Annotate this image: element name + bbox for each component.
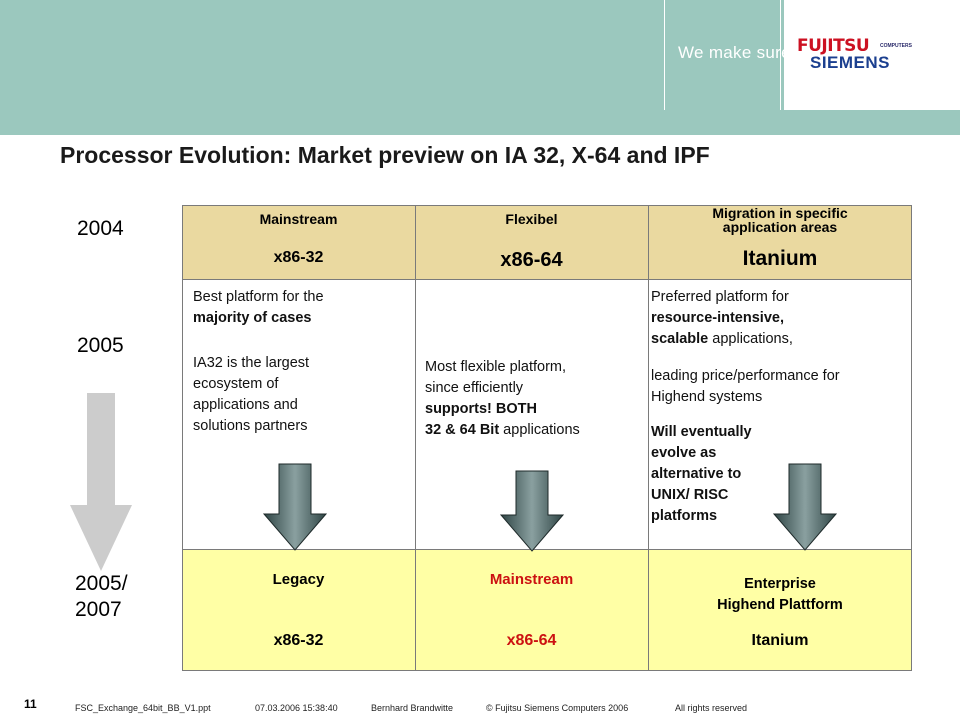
- col3-details-line: leading price/performance for: [651, 368, 840, 384]
- year-2005: 2005: [77, 334, 124, 357]
- logo-fujitsu-text: FUJITSU: [797, 36, 870, 56]
- col3-details-line: UNIX/ RISC: [651, 487, 729, 503]
- col3-details-line: scalable applications,: [651, 329, 909, 350]
- col1-details-p1: Best platform for the majority of cases: [193, 287, 408, 329]
- col1-product: x86-32: [273, 249, 324, 266]
- col2-details-line: since efficiently: [425, 380, 524, 396]
- logo-siemens-text: SIEMENS: [810, 53, 891, 72]
- down-arrow-icon: [772, 463, 838, 551]
- footer-rights: All rights reserved: [675, 703, 748, 713]
- footer-datetime: 07.03.2006 15:38:40: [255, 703, 338, 713]
- col3-details-p1: Preferred platform for resource-intensiv…: [651, 287, 909, 350]
- year-2004: 2004: [77, 217, 124, 240]
- col3-details-line: alternative to: [651, 466, 742, 482]
- column-divider: [415, 205, 416, 671]
- footer-copyright: © Fujitsu Siemens Computers 2006: [486, 703, 629, 713]
- page-number: 11: [24, 697, 37, 711]
- table-bottom-row: [182, 549, 912, 671]
- col3-details-bold: scalable: [651, 331, 709, 347]
- col2-details-line: supports! BOTH: [425, 401, 537, 417]
- company-logo: FUJITSU COMPUTERS SIEMENS: [784, 0, 960, 110]
- row-divider: [182, 549, 912, 550]
- year-2005-2007-line1: 2005/: [75, 572, 128, 595]
- header-band: We make sure FUJITSU COMPUTERS SIEMENS: [0, 0, 960, 135]
- col2-details-line: Most flexible platform,: [425, 359, 567, 375]
- col3-category: Migration in specific application areas: [648, 206, 912, 234]
- row-divider: [182, 279, 912, 280]
- col2-future-category: Mainstream: [489, 571, 574, 588]
- col3-details-line: Preferred platform for: [651, 289, 789, 305]
- col1-details-p2: IA32 is the largest ecosystem of applica…: [193, 353, 408, 437]
- col3-category-line2: application areas: [722, 219, 838, 235]
- col1-details-line: applications and: [193, 397, 298, 413]
- down-arrow-icon: [70, 393, 132, 571]
- col3-product: Itanium: [742, 247, 818, 270]
- col3-details-line: platforms: [651, 508, 718, 524]
- down-arrow-icon: [262, 463, 328, 551]
- col3-future-product: Itanium: [751, 632, 809, 649]
- logo-computers-text: COMPUTERS: [880, 43, 912, 49]
- year-2005-2007: 2005/ 2007: [75, 571, 128, 623]
- col3-future-category: Enterprise Highend Plattform: [648, 574, 912, 616]
- col1-details-line: Best platform for the: [193, 289, 324, 305]
- col3-details-line: resource-intensive,: [651, 310, 784, 326]
- column-divider: [648, 205, 649, 671]
- table-top-row: [182, 205, 912, 279]
- col2-future-product: x86-64: [506, 632, 557, 649]
- header-divider: [780, 0, 781, 110]
- col3-details-line: evolve as: [651, 445, 717, 461]
- footer-filename: FSC_Exchange_64bit_BB_V1.ppt: [75, 703, 211, 713]
- col1-category: Mainstream: [259, 211, 338, 227]
- col2-details-rest: applications: [499, 422, 580, 438]
- col3-details-rest: applications,: [708, 331, 793, 347]
- col3-future-category-line2: Highend Plattform: [717, 597, 843, 613]
- col3-details-p3: Will eventually evolve as alternative to…: [651, 422, 801, 527]
- col1-details-line: ecosystem of: [193, 376, 279, 392]
- col1-future-product: x86-32: [273, 632, 324, 649]
- col3-category-line1: Migration in specific: [712, 205, 848, 221]
- year-2005-2007-line2: 2007: [75, 598, 122, 621]
- col2-details-bold: 32 & 64 Bit: [425, 422, 500, 438]
- header-divider: [664, 0, 665, 110]
- tagline: We make sure: [678, 43, 791, 62]
- col1-details-line: IA32 is the largest: [193, 355, 310, 371]
- col3-future-category-line1: Enterprise: [744, 576, 816, 592]
- col1-details-line: majority of cases: [193, 310, 312, 326]
- col2-details: Most flexible platform, since efficientl…: [425, 357, 645, 441]
- col3-details-line: Highend systems: [651, 389, 763, 405]
- down-arrow-icon: [499, 470, 565, 552]
- col2-category: Flexibel: [505, 211, 558, 227]
- footer-author: Bernhard Brandwitte: [371, 703, 454, 713]
- slide-title: Processor Evolution: Market preview on I…: [60, 142, 710, 168]
- col2-product: x86-64: [500, 249, 563, 271]
- col2-details-line: 32 & 64 Bit applications: [425, 420, 645, 441]
- col1-future-category: Legacy: [272, 571, 325, 588]
- col3-details-p2: leading price/performance for Highend sy…: [651, 366, 909, 408]
- col1-details-line: solutions partners: [193, 418, 308, 434]
- col3-details-line: Will eventually: [651, 424, 752, 440]
